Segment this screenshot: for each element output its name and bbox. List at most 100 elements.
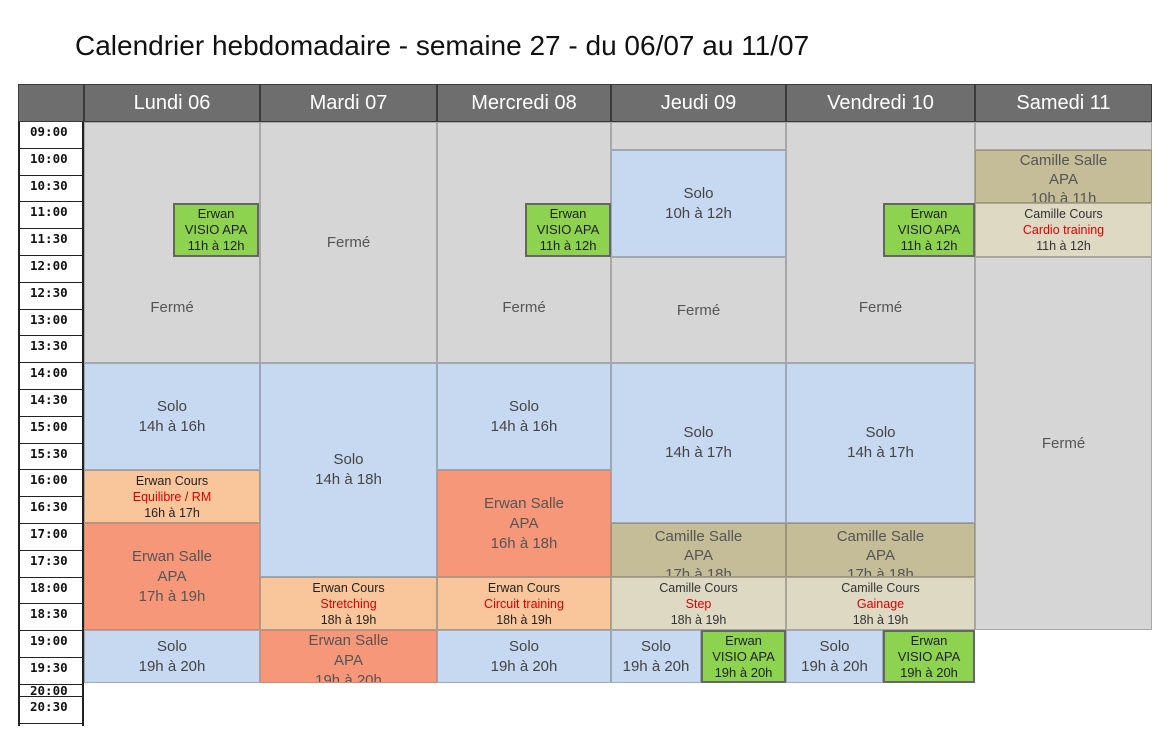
time-label: 12:00 — [20, 256, 82, 283]
event-activity: Step — [685, 596, 712, 611]
visio-apa-event[interactable]: Erwan VISIO APA 11h à 12h — [173, 203, 259, 257]
event-type: APA — [684, 546, 713, 564]
event-time: 18h à 19h — [852, 612, 909, 627]
event-time: 17h à 19h — [138, 587, 206, 605]
erwan-salle-event[interactable]: Erwan Salle APA 16h à 18h — [437, 470, 611, 577]
header-corner — [18, 84, 84, 122]
closed-label: Fermé — [858, 299, 903, 316]
event-type: APA — [1049, 171, 1078, 188]
event-person: Camille Salle — [654, 527, 743, 545]
event-time: 17h à 18h — [665, 565, 732, 577]
event-type: VISIO APA — [184, 222, 248, 237]
visio-apa-event[interactable]: Erwan VISIO APA 11h à 12h — [883, 203, 975, 257]
event-type: VISIO APA — [536, 222, 600, 237]
solo-event[interactable]: Solo 19h à 20h — [437, 630, 611, 683]
closed-block — [611, 122, 786, 150]
camille-cours-event[interactable]: Camille Cours Step 18h à 19h — [611, 577, 786, 630]
time-label: 11:30 — [20, 229, 82, 256]
event-time: 16h à 17h — [144, 505, 200, 520]
event-time: 16h à 18h — [490, 534, 558, 552]
day-header-jeudi: Jeudi 09 — [611, 84, 786, 122]
solo-event[interactable]: Solo 19h à 20h — [611, 630, 701, 683]
event-person: Erwan Salle — [483, 494, 565, 512]
event-type: VISIO APA — [897, 648, 961, 664]
event-person: Erwan Salle — [131, 547, 213, 565]
event-person: Erwan — [197, 206, 235, 221]
visio-apa-event[interactable]: Erwan VISIO APA 19h à 20h — [883, 630, 975, 683]
time-label: 09:00 — [20, 122, 82, 149]
event-time: 14h à 16h — [138, 417, 206, 435]
event-time: 19h à 20h — [622, 657, 690, 675]
time-label: 19:30 — [20, 658, 82, 685]
event-person: Erwan — [725, 632, 762, 648]
event-time: 11h à 12h — [539, 238, 597, 253]
day-header-mardi: Mardi 07 — [260, 84, 437, 122]
event-type: APA — [866, 546, 895, 564]
time-column: 09:00 10:00 10:30 11:00 11:30 12:00 12:3… — [18, 122, 84, 726]
time-label: 11:00 — [20, 202, 82, 230]
event-time: 19h à 20h — [801, 657, 868, 675]
closed-block: Fermé — [611, 257, 786, 363]
erwan-salle-event[interactable]: Erwan Salle APA 19h à 20h — [260, 630, 437, 683]
event-time: 18h à 19h — [670, 612, 727, 627]
event-time: 11h à 12h — [1036, 239, 1091, 253]
event-time: 17h à 18h — [847, 565, 914, 577]
event-person: Camille Salle — [836, 527, 925, 545]
erwan-salle-event[interactable]: Erwan Salle APA 17h à 19h — [84, 523, 260, 630]
camille-salle-event[interactable]: Camille Salle APA 10h à 11h — [975, 150, 1152, 203]
solo-event[interactable]: Solo 14h à 17h — [611, 363, 786, 523]
solo-event[interactable]: Solo 14h à 16h — [437, 363, 611, 470]
event-activity: Cardio training — [1022, 223, 1105, 237]
event-title: Solo — [683, 424, 714, 441]
camille-salle-event[interactable]: Camille Salle APA 17h à 18h — [786, 523, 975, 577]
event-title: Solo — [508, 637, 540, 655]
time-label: 14:00 — [20, 363, 82, 390]
time-label: 20:00 — [20, 684, 82, 697]
camille-cours-event[interactable]: Camille Cours Gainage 18h à 19h — [786, 577, 975, 630]
solo-event[interactable]: Solo 14h à 18h — [260, 363, 437, 577]
time-label: 13:00 — [20, 310, 82, 337]
event-activity: Equilibre / RM — [132, 489, 212, 504]
time-label: 13:30 — [20, 336, 82, 364]
closed-label: Fermé — [676, 301, 721, 319]
event-time: 10h à 12h — [665, 204, 732, 222]
event-person: Erwan Cours — [487, 580, 561, 595]
event-title: Solo — [819, 637, 850, 655]
closed-block: Fermé — [975, 257, 1152, 630]
closed-label: Fermé — [502, 299, 546, 316]
day-header-samedi: Samedi 11 — [975, 84, 1152, 122]
event-person: Camille Cours — [841, 580, 920, 595]
erwan-cours-event[interactable]: Erwan Cours Stretching 18h à 19h — [260, 577, 437, 630]
visio-apa-event[interactable]: Erwan VISIO APA 11h à 12h — [525, 203, 611, 257]
solo-event[interactable]: Solo 14h à 16h — [84, 363, 260, 470]
erwan-cours-event[interactable]: Erwan Cours Circuit training 18h à 19h — [437, 577, 611, 630]
time-label: 10:00 — [20, 149, 82, 176]
event-time: 14h à 18h — [315, 471, 382, 488]
event-time: 10h à 11h — [1030, 190, 1097, 203]
solo-event[interactable]: Solo 19h à 20h — [84, 630, 260, 683]
day-header-lundi: Lundi 06 — [84, 84, 260, 122]
time-label: 15:00 — [20, 417, 82, 444]
visio-apa-event[interactable]: Erwan VISIO APA 19h à 20h — [701, 630, 786, 683]
day-header-mercredi: Mercredi 08 — [437, 84, 611, 122]
time-label: 19:00 — [20, 631, 82, 658]
solo-event[interactable]: Solo 19h à 20h — [786, 630, 883, 683]
closed-label: Fermé — [326, 234, 371, 251]
event-time: 14h à 16h — [490, 417, 558, 435]
erwan-cours-event[interactable]: Erwan Cours Equilibre / RM 16h à 17h — [84, 470, 260, 523]
event-type: APA — [509, 514, 539, 532]
solo-event[interactable]: Solo 14h à 17h — [786, 363, 975, 523]
solo-event[interactable]: Solo 10h à 12h — [611, 150, 786, 257]
event-person: Erwan — [910, 206, 948, 221]
event-person: Erwan — [549, 206, 587, 221]
closed-label: Fermé — [1041, 435, 1086, 452]
event-time: 18h à 19h — [496, 612, 552, 627]
event-person: Erwan Salle — [308, 632, 389, 649]
event-time: 19h à 20h — [900, 664, 958, 680]
event-person: Erwan — [910, 632, 948, 648]
camille-salle-event[interactable]: Camille Salle APA 17h à 18h — [611, 523, 786, 577]
camille-cours-event[interactable]: Camille Cours Cardio training 11h à 12h — [975, 203, 1152, 257]
event-title: Solo — [683, 184, 714, 202]
event-time: 19h à 20h — [315, 672, 382, 683]
event-type: VISIO APA — [712, 648, 775, 664]
